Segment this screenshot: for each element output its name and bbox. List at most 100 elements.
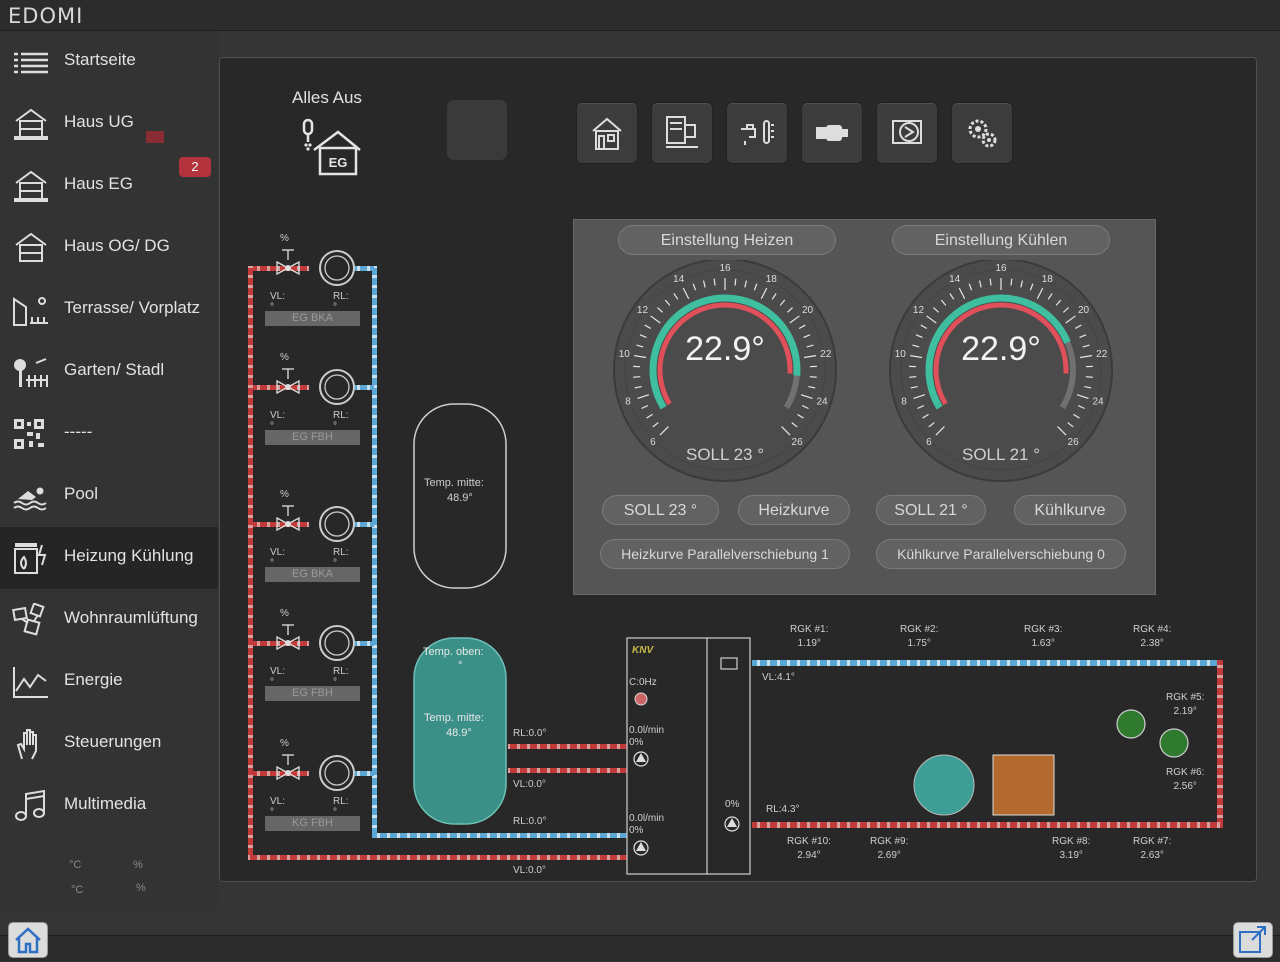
sidebar-item-terrasse[interactable]: Terrasse/ Vorplatz — [0, 279, 218, 342]
rgk-name: RGK #6: — [1166, 766, 1204, 780]
zone-supply-temp: VL:° — [270, 666, 285, 688]
zone-supply-temp: VL:° — [270, 291, 285, 313]
rgk-value: 2.56° — [1166, 780, 1204, 794]
zone-name[interactable]: EG BKA — [265, 567, 360, 582]
rgk-value: 2.94° — [787, 849, 831, 863]
sidebar-item-dashes[interactable]: ----- — [0, 403, 218, 466]
hot-tank-top-value: ° — [458, 660, 462, 672]
sidebar-item-startseite[interactable]: Startseite — [0, 31, 218, 94]
zone-name[interactable]: KG FBH — [265, 816, 360, 831]
sidebar-item-garten[interactable]: Garten/ Stadl — [0, 341, 218, 404]
rgk-name: RGK #3: — [1024, 623, 1062, 637]
rgk-value: 1.19° — [790, 637, 828, 651]
sidebar-item-wohnraumlueftung[interactable]: Wohnraumlüftung — [0, 589, 218, 652]
sidebar-item-pool[interactable]: Pool — [0, 465, 218, 528]
return-temp-label: RL:0.0° — [513, 816, 546, 827]
sidebar-item-haus-ug[interactable]: Haus UG — [0, 93, 218, 156]
return-pipe — [372, 833, 628, 838]
rgk-sensor: RGK #9:2.69° — [870, 835, 908, 863]
sidebar-item-label: Haus OG/ DG — [64, 236, 170, 256]
hydraulic-schematic — [220, 58, 1256, 881]
circulation-pump-icon[interactable] — [318, 368, 356, 406]
sidebar-item-label: Heizung Kühlung — [64, 546, 193, 566]
buffer-tank-value: 48.9° — [447, 492, 473, 504]
supply-pipe — [248, 266, 253, 860]
notification-badge: 2 — [179, 157, 211, 177]
valve-icon[interactable] — [274, 753, 302, 785]
zone-name[interactable]: EG FBH — [265, 430, 360, 445]
valve-icon[interactable] — [274, 623, 302, 655]
house-eg-icon — [12, 169, 50, 203]
zone-supply-temp: VL:° — [270, 547, 285, 569]
supply-temp-label: VL:0.0° — [513, 779, 546, 790]
brine-pipe — [752, 822, 1223, 828]
brine-pump-percent: 0% — [725, 799, 739, 810]
home-icon — [9, 923, 47, 957]
rgk-name: RGK #10: — [787, 835, 831, 849]
rgk-sensor: RGK #10:2.94° — [787, 835, 831, 863]
rgk-name: RGK #1: — [790, 623, 828, 637]
sidebar-item-label: Energie — [64, 670, 123, 690]
valve-icon[interactable] — [274, 367, 302, 399]
brine-return-temp: RL:4.3° — [766, 804, 799, 815]
collector-square — [993, 755, 1054, 815]
zone-return-pipe — [354, 385, 374, 390]
rgk-sensor: RGK #6:2.56° — [1166, 766, 1204, 794]
circulation-pump-icon[interactable] — [318, 249, 356, 287]
home-button[interactable] — [8, 922, 48, 958]
brine-supply-temp: VL:4.1° — [762, 672, 795, 683]
probe-circle — [1160, 729, 1188, 757]
sidebar-item-label: Startseite — [64, 50, 136, 70]
rgk-name: RGK #8: — [1052, 835, 1090, 849]
list-icon — [12, 45, 50, 79]
compressor-indicator — [635, 693, 647, 705]
music-note-icon — [12, 789, 50, 823]
rgk-sensor: RGK #4:2.38° — [1133, 623, 1171, 651]
rgk-value: 3.19° — [1052, 849, 1090, 863]
circulation-pump-icon[interactable] — [318, 754, 356, 792]
zone-return-temp: RL:° — [333, 547, 349, 569]
zone-return-temp: RL:° — [333, 796, 349, 818]
ventilation-icon — [12, 603, 50, 637]
zone-return-pipe — [354, 266, 374, 271]
pump-2-percent: 0% — [629, 825, 643, 836]
valve-icon[interactable] — [274, 504, 302, 536]
zone-name[interactable]: EG FBH — [265, 686, 360, 701]
probe-circle — [1117, 710, 1145, 738]
external-link-button[interactable] — [1233, 922, 1273, 958]
sidebar-item-label: Terrasse/ Vorplatz — [64, 298, 200, 318]
heatpump-brand: KNV — [632, 645, 653, 656]
circulation-pump-icon[interactable] — [318, 624, 356, 662]
top-bar: EDOMI — [0, 0, 1280, 31]
qr-code-icon — [12, 417, 50, 451]
pump-1-percent: 0% — [629, 737, 643, 748]
sidebar-item-haus-og-dg[interactable]: Haus OG/ DG — [0, 217, 218, 280]
rgk-sensor: RGK #3:1.63° — [1024, 623, 1062, 651]
sidebar-item-label: Pool — [64, 484, 98, 504]
sidebar-item-steuerungen[interactable]: Steuerungen — [0, 713, 218, 776]
sidebar-item-heizung-kuehlung[interactable]: Heizung Kühlung — [0, 527, 218, 590]
sidebar-item-multimedia[interactable]: Multimedia — [0, 775, 218, 838]
valve-percent: % — [280, 608, 289, 619]
supply-pipe — [508, 744, 628, 749]
compressor-frequency: C:0Hz — [629, 677, 657, 688]
sidebar-item-label: Garten/ Stadl — [64, 360, 164, 380]
hot-tank-mid-label: Temp. mitte: — [424, 712, 484, 724]
rgk-value: 1.63° — [1024, 637, 1062, 651]
rgk-sensor: RGK #7:2.63° — [1133, 835, 1171, 863]
valve-icon[interactable] — [274, 248, 302, 280]
zone-name[interactable]: EG BKA — [265, 311, 360, 326]
sidebar-item-label: Wohnraumlüftung — [64, 608, 198, 628]
circulation-pump-icon[interactable] — [318, 505, 356, 543]
rgk-value: 2.38° — [1133, 637, 1171, 651]
zone-return-pipe — [354, 771, 374, 776]
hot-tank-mid-value: 48.9° — [446, 727, 472, 739]
swimmer-icon — [12, 479, 50, 513]
valve-percent: % — [280, 489, 289, 500]
status-indicator — [146, 131, 164, 143]
house-ug-icon — [12, 107, 50, 141]
hot-tank-top-label: Temp. oben: — [423, 646, 484, 658]
sidebar-temp-unit: °C — [71, 884, 83, 896]
sidebar-item-energie[interactable]: Energie — [0, 651, 218, 714]
supply-temp-label: VL:0.0° — [513, 865, 546, 876]
